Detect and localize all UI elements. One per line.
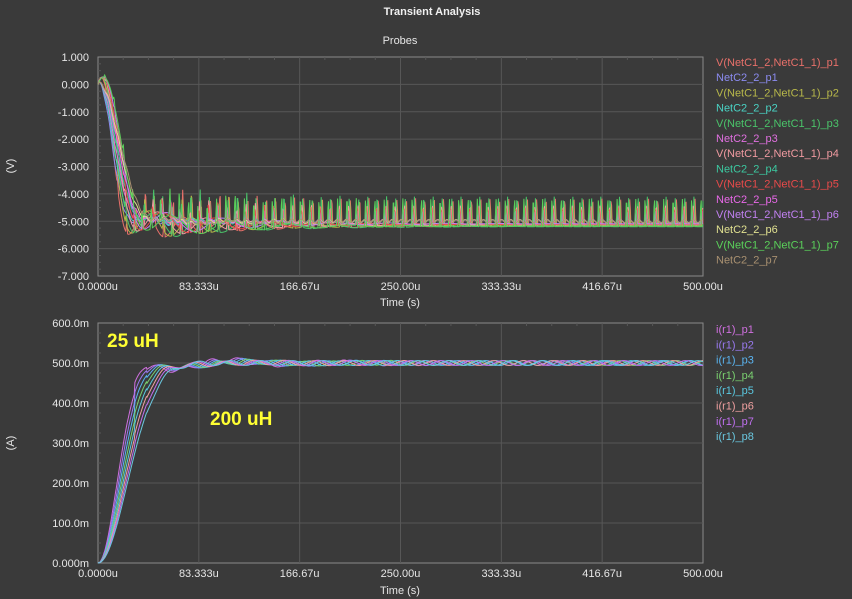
legend-entry[interactable]: NetC2_2_p3	[716, 133, 778, 145]
bottom-traces	[97, 357, 704, 564]
x-tick-label: 416.67u	[582, 281, 622, 293]
legend-entry[interactable]: i(r1)_p1	[716, 324, 754, 336]
bottom-y-axis-title: (A)	[5, 436, 17, 451]
y-tick-label: -2.000	[58, 134, 89, 146]
y-tick-label: -3.000	[58, 162, 89, 174]
legend-entry[interactable]: V(NetC1_2,NetC1_1)_p5	[716, 179, 839, 191]
series-line[interactable]	[97, 359, 703, 564]
x-tick-label: 83.333u	[179, 568, 219, 580]
series-line[interactable]	[97, 81, 704, 226]
y-tick-label: -4.000	[58, 189, 89, 201]
x-tick-label: 500.00u	[683, 568, 723, 580]
y-tick-label: 400.0m	[52, 398, 89, 410]
legend-entry[interactable]: NetC2_2_p4	[716, 163, 778, 175]
legend-entry[interactable]: i(r1)_p5	[716, 385, 754, 397]
x-tick-label: 166.67u	[280, 281, 320, 293]
bottom-chart[interactable]: 600.0m 500.0m 400.0m 300.0m 200.0m 100.0m 0.00…	[5, 318, 754, 597]
series-line[interactable]	[97, 73, 703, 234]
top-y-ticks: 1.000 0.000 -1.000 -2.000 -3.000 -4.000 -5.000…	[58, 52, 89, 283]
x-tick-label: 0.0000u	[78, 281, 118, 293]
legend-entry[interactable]: i(r1)_p7	[716, 416, 754, 428]
x-tick-label: 333.33u	[481, 568, 521, 580]
series-line[interactable]	[98, 359, 704, 564]
top-traces	[97, 73, 704, 238]
y-tick-label: 0.000	[61, 79, 89, 91]
legend-entry[interactable]: NetC2_2_p1	[716, 72, 778, 84]
annotation-25uh: 25 uH	[107, 331, 159, 352]
y-tick-label: 1.000	[61, 52, 89, 64]
y-tick-label: 100.0m	[52, 518, 89, 530]
legend-entry[interactable]: V(NetC1_2,NetC1_1)_p1	[716, 57, 839, 69]
y-tick-label: 0.000m	[52, 558, 89, 570]
legend-entry[interactable]: V(NetC1_2,NetC1_1)_p3	[716, 118, 839, 130]
legend-entry[interactable]: i(r1)_p3	[716, 355, 754, 367]
bottom-legend[interactable]: i(r1)_p1 i(r1)_p2 i(r1)_p3 i(r1)_p4 i(r1)_p5…	[716, 324, 754, 443]
series-line[interactable]	[98, 360, 704, 564]
y-tick-label: -5.000	[58, 216, 89, 228]
legend-entry[interactable]: i(r1)_p6	[716, 401, 754, 413]
legend-entry[interactable]: i(r1)_p8	[716, 431, 754, 443]
top-legend[interactable]: V(NetC1_2,NetC1_1)_p1 NetC2_2_p1 V(NetC1_2…	[716, 57, 839, 267]
legend-entry[interactable]: NetC2_2_p2	[716, 103, 778, 115]
legend-entry[interactable]: NetC2_2_p5	[716, 194, 778, 206]
y-tick-label: -1.000	[58, 107, 89, 119]
y-tick-label: 200.0m	[52, 478, 89, 490]
top-x-ticks: 0.0000u 83.333u 166.67u 250.00u 333.33u 416.6…	[78, 281, 723, 293]
legend-entry[interactable]: NetC2_2_p7	[716, 255, 778, 267]
legend-entry[interactable]: NetC2_2_p6	[716, 224, 778, 236]
legend-entry[interactable]: i(r1)_p4	[716, 370, 754, 382]
bottom-x-ticks: 0.0000u 83.333u 166.67u 250.00u 333.33u 416.6…	[78, 568, 723, 580]
y-tick-label: 300.0m	[52, 438, 89, 450]
top-x-axis-title: Time (s)	[380, 297, 420, 309]
x-tick-label: 83.333u	[179, 281, 219, 293]
legend-entry[interactable]: V(NetC1_2,NetC1_1)_p7	[716, 239, 839, 251]
top-y-axis-title: (V)	[5, 159, 17, 174]
y-tick-label: -6.000	[58, 244, 89, 256]
x-tick-label: 500.00u	[683, 281, 723, 293]
x-tick-label: 166.67u	[280, 568, 320, 580]
series-line[interactable]	[97, 76, 704, 234]
top-chart-title: Probes	[383, 35, 418, 47]
x-tick-label: 0.0000u	[78, 568, 118, 580]
bottom-x-axis-title: Time (s)	[380, 585, 420, 597]
y-tick-label: 500.0m	[52, 358, 89, 370]
legend-entry[interactable]: V(NetC1_2,NetC1_1)_p2	[716, 87, 839, 99]
x-tick-label: 250.00u	[381, 281, 421, 293]
y-tick-label: 600.0m	[52, 318, 89, 330]
legend-entry[interactable]: V(NetC1_2,NetC1_1)_p6	[716, 209, 839, 221]
x-tick-label: 416.67u	[582, 568, 622, 580]
legend-entry[interactable]: i(r1)_p2	[716, 339, 754, 351]
x-tick-label: 333.33u	[481, 281, 521, 293]
legend-entry[interactable]: V(NetC1_2,NetC1_1)_p4	[716, 148, 839, 160]
bottom-y-ticks: 600.0m 500.0m 400.0m 300.0m 200.0m 100.0m 0.00…	[52, 318, 89, 570]
window-title: Transient Analysis	[384, 6, 481, 18]
y-tick-label: -7.000	[58, 271, 89, 283]
annotation-200uh: 200 uH	[210, 409, 272, 430]
top-chart[interactable]: 1.000 0.000 -1.000 -2.000 -3.000 -4.000 -5.000…	[5, 52, 839, 309]
x-tick-label: 250.00u	[381, 568, 421, 580]
